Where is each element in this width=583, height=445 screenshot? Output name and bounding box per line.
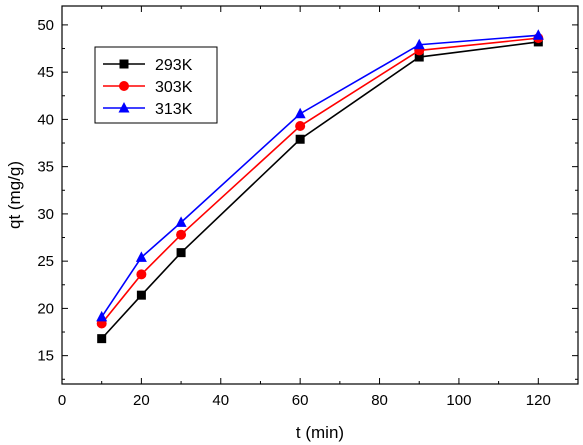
data-point-313K — [413, 38, 425, 50]
series-line-293K — [101, 41, 539, 340]
x-tick-label: 120 — [526, 392, 551, 409]
y-tick-label: 50 — [37, 17, 54, 34]
y-tick-label: 15 — [37, 348, 54, 365]
data-point-313K — [532, 29, 544, 40]
data-point-313K — [96, 310, 108, 322]
y-tick-label: 20 — [37, 300, 54, 317]
data-point-293K — [295, 134, 305, 144]
data-point-303K — [295, 121, 306, 132]
series-line-303K — [101, 37, 539, 325]
y-tick-label: 35 — [37, 159, 54, 176]
data-point-313K — [175, 216, 187, 227]
y-axis-title: qt (mg/g) — [5, 161, 24, 229]
legend-label-293K: 293K — [155, 57, 193, 74]
data-point-293K — [176, 248, 186, 258]
y-tick-label: 40 — [37, 111, 54, 128]
y-tick-label: 25 — [37, 253, 54, 270]
x-tick-label: 60 — [292, 392, 309, 409]
x-tick-label: 20 — [133, 392, 150, 409]
legend-label-303K: 303K — [155, 79, 193, 96]
legend-box — [94, 46, 218, 124]
y-tick-label: 45 — [37, 64, 54, 81]
plot-frame — [61, 5, 579, 385]
x-axis-title: t (min) — [296, 423, 344, 442]
data-point-303K — [176, 229, 187, 240]
x-tick-label: 40 — [212, 392, 229, 409]
data-point-303K — [136, 269, 147, 280]
x-tick-label: 80 — [371, 392, 388, 409]
series-313K — [96, 29, 544, 322]
series-line-313K — [101, 34, 539, 318]
data-point-313K — [294, 107, 306, 119]
y-tick-label: 30 — [37, 206, 54, 223]
x-tick-label: 100 — [446, 392, 471, 409]
data-point-313K — [135, 251, 147, 262]
legend-label-313K: 313K — [155, 101, 193, 118]
legend-marker-293K — [119, 59, 129, 69]
legend-marker-303K — [119, 81, 129, 91]
data-point-293K — [414, 52, 424, 62]
data-point-293K — [136, 290, 146, 300]
data-point-293K — [97, 334, 107, 344]
legend-marker-313K — [118, 102, 130, 113]
x-tick-label: 0 — [58, 392, 66, 409]
